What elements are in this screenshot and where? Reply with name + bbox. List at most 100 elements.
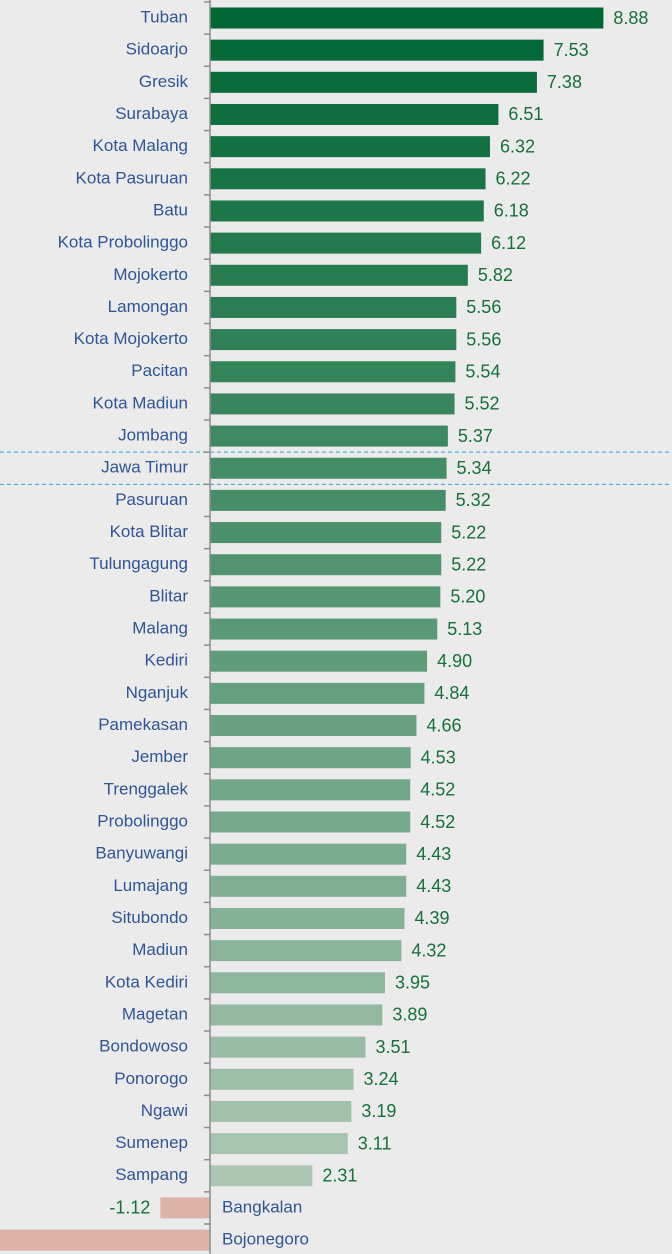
value-label: 4.53: [421, 747, 456, 767]
category-label: Kota Kediri: [105, 972, 188, 991]
category-label: Pamekasan: [98, 715, 188, 734]
category-label: Bondowoso: [99, 1037, 188, 1056]
category-label: Pacitan: [131, 361, 188, 380]
category-label: Kota Malang: [93, 136, 188, 155]
value-label: 3.24: [364, 1069, 399, 1089]
category-label: Tulungagung: [89, 554, 188, 573]
bar: [210, 875, 407, 897]
value-label: 3.19: [361, 1101, 396, 1121]
value-label: 3.51: [375, 1037, 410, 1057]
bar: [210, 650, 428, 672]
value-label: 2.31: [322, 1166, 357, 1186]
category-label: Jember: [131, 747, 188, 766]
bar: [210, 940, 402, 962]
category-label: Kota Blitar: [110, 522, 189, 541]
bar: [210, 489, 446, 511]
bar: [210, 747, 411, 769]
bar: [210, 586, 441, 608]
value-label: 5.82: [478, 265, 513, 285]
bar: [210, 522, 442, 544]
value-label: 4.66: [426, 715, 461, 735]
bar: [210, 232, 482, 254]
value-label: 4.43: [416, 844, 451, 864]
bar: [210, 972, 385, 994]
bar: [210, 1068, 354, 1090]
value-label: 4.39: [414, 908, 449, 928]
bar: [0, 1229, 210, 1251]
value-label: 6.51: [508, 104, 543, 124]
bar: [210, 811, 411, 833]
category-label: Magetan: [122, 1004, 188, 1023]
bar: [210, 554, 442, 576]
value-label: 5.56: [466, 297, 501, 317]
value-label: 8.88: [613, 8, 648, 28]
bar: [210, 843, 407, 865]
bar: [210, 779, 411, 801]
category-label: Blitar: [149, 586, 188, 605]
bar: [210, 425, 448, 447]
bar: [210, 103, 499, 125]
value-label: 3.11: [358, 1133, 392, 1153]
category-label: Bangkalan: [222, 1197, 302, 1216]
category-label: Kota Mojokerto: [74, 329, 188, 348]
value-label: 5.34: [457, 458, 492, 478]
category-label: Kediri: [145, 651, 188, 670]
value-label: 3.89: [392, 1005, 427, 1025]
bar: [210, 7, 604, 29]
category-label: Trenggalek: [104, 779, 189, 798]
value-label: 4.52: [420, 812, 455, 832]
category-label: Ngawi: [141, 1101, 188, 1120]
bar: [210, 1036, 366, 1058]
category-label: Malang: [132, 619, 188, 638]
value-label: 4.32: [411, 940, 446, 960]
bar: [210, 457, 447, 479]
value-label: 4.90: [437, 651, 472, 671]
bar: [210, 393, 455, 415]
bar: [210, 264, 468, 286]
category-label: Jombang: [118, 426, 188, 445]
bar: [210, 1133, 348, 1155]
value-label: 3.95: [395, 973, 430, 993]
bar: [210, 1100, 352, 1122]
bar: [210, 39, 544, 61]
category-label: Jawa Timur: [101, 458, 188, 477]
category-label: Gresik: [139, 72, 189, 91]
bar: [210, 715, 417, 737]
category-label: Tuban: [140, 7, 188, 26]
bar: [210, 361, 456, 383]
bar: [210, 682, 425, 704]
value-label: 5.22: [451, 554, 486, 574]
bar: [210, 200, 484, 222]
category-label: Lamongan: [108, 297, 188, 316]
category-label: Batu: [153, 200, 188, 219]
value-label: 4.52: [420, 780, 455, 800]
bar: [160, 1197, 210, 1219]
category-label: Sidoarjo: [126, 40, 188, 59]
category-label: Mojokerto: [113, 265, 188, 284]
value-label: 5.54: [465, 362, 500, 382]
bar: [210, 296, 457, 318]
value-label: 5.20: [450, 587, 485, 607]
bar: [210, 329, 457, 351]
category-label: Kota Pasuruan: [76, 168, 188, 187]
bar: [210, 168, 486, 190]
bar: [210, 136, 490, 158]
value-label: 5.52: [465, 394, 500, 414]
value-label: 4.84: [434, 683, 469, 703]
value-label: 5.22: [451, 522, 486, 542]
category-label: Madiun: [132, 940, 188, 959]
bar: [210, 71, 537, 93]
value-label: 7.53: [554, 40, 589, 60]
value-label: 7.38: [547, 72, 582, 92]
value-label: 5.56: [466, 329, 501, 349]
bar: [210, 1165, 313, 1187]
bar: [210, 907, 405, 929]
bar: [210, 618, 438, 640]
value-label: 6.32: [500, 136, 535, 156]
value-label: 5.13: [447, 619, 482, 639]
category-label: Kota Probolinggo: [58, 233, 188, 252]
value-label: 5.32: [456, 490, 491, 510]
category-label: Sumenep: [115, 1133, 188, 1152]
category-label: Surabaya: [115, 104, 188, 123]
